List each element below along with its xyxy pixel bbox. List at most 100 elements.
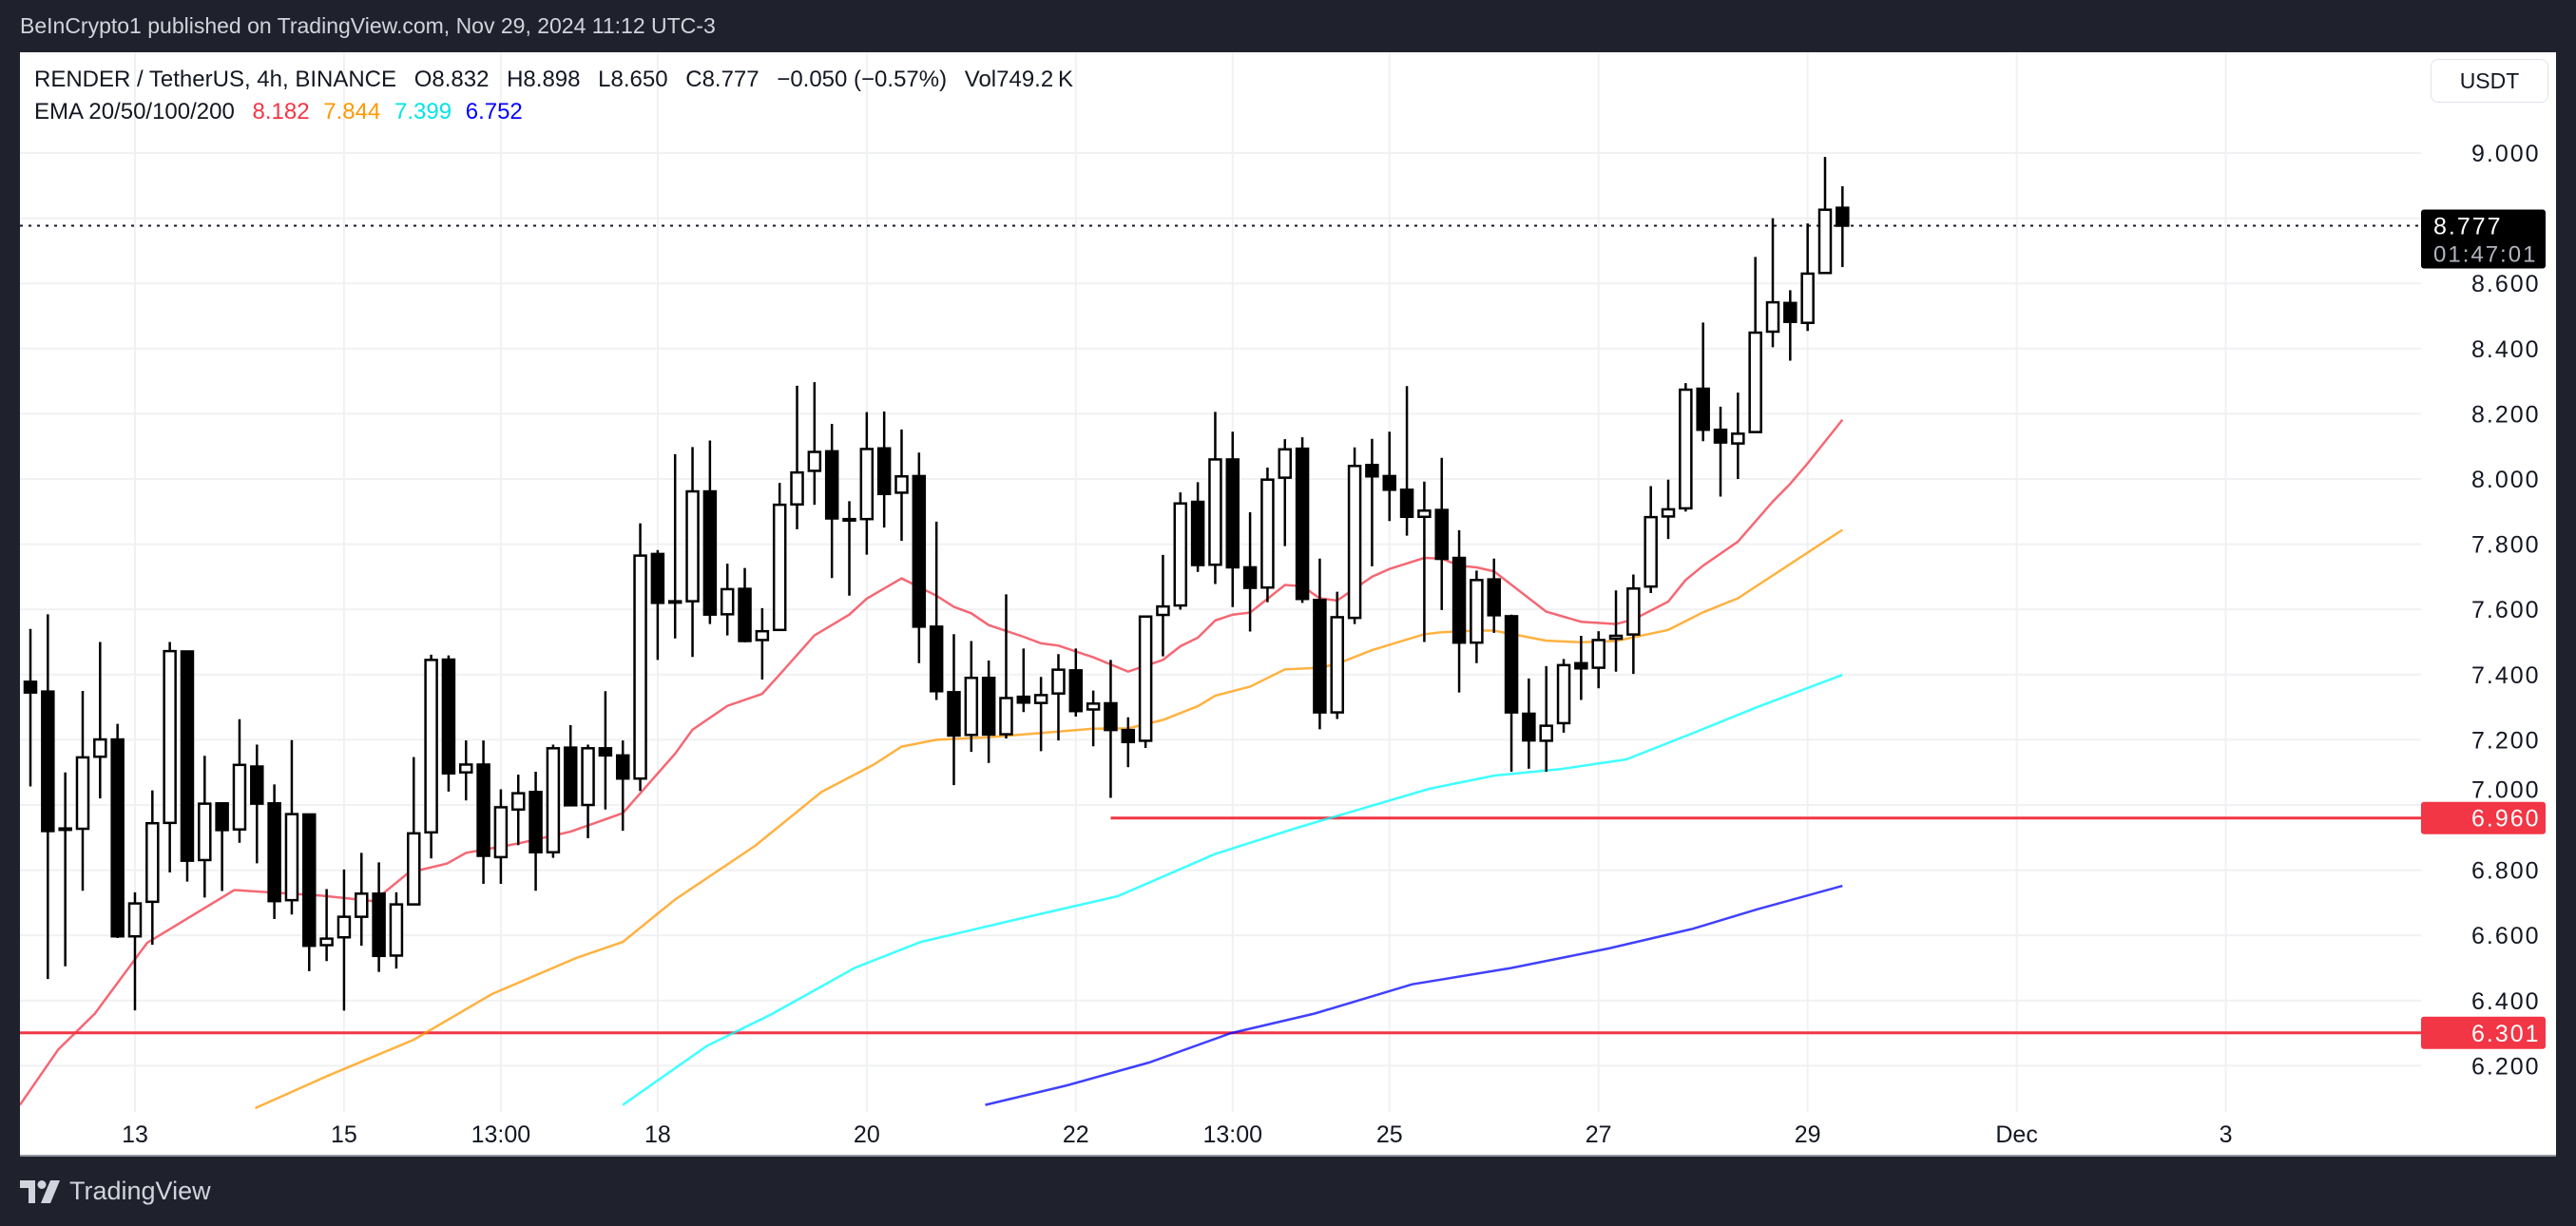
candle (1539, 665, 1553, 773)
symbol-label: RENDER / TetherUS, 4h, BINANCE (34, 67, 397, 92)
candle (1121, 717, 1136, 768)
candle-body-up (1156, 604, 1170, 617)
candle-body-down (250, 765, 264, 805)
candle-body-up (407, 832, 421, 906)
candle (720, 564, 735, 636)
candle (1033, 677, 1048, 752)
candle (842, 501, 856, 596)
candle (215, 802, 229, 891)
ema50-value: 7.844 (323, 99, 381, 125)
candle (1608, 590, 1624, 672)
candle-body-up (685, 489, 700, 603)
price-tick-label: 6.400 (2471, 988, 2541, 1015)
candle-body-up (894, 475, 909, 494)
candle-body-down (1242, 565, 1258, 589)
candle (981, 661, 996, 763)
open-value: O8.832 (413, 67, 490, 92)
ema-label: EMA 20/50/100/200 (34, 99, 235, 125)
candle (1365, 438, 1379, 566)
candle-body-down (1574, 661, 1588, 670)
ema200-value: 6.752 (465, 99, 523, 125)
currency-button[interactable]: USDT (2431, 59, 2548, 103)
candle (947, 634, 961, 786)
candle-body-down (1696, 387, 1710, 431)
candle-body-down (23, 680, 38, 694)
candle-body-up (755, 629, 770, 642)
candle (1679, 383, 1693, 512)
candle (790, 385, 804, 529)
footer-logo[interactable]: TradingView (20, 1177, 211, 1206)
volume-value: Vol749.2 K (964, 67, 1073, 92)
candle-body-down (110, 738, 125, 938)
legend-ema: EMA 20/50/100/200 8.182 7.844 7.399 6.75… (34, 99, 534, 125)
candle (1208, 412, 1222, 584)
time-tick-label: 27 (1586, 1121, 1612, 1148)
candle (1242, 511, 1258, 632)
candle-body-up (546, 747, 561, 853)
bar-countdown-label: 01:47:01 (2433, 241, 2537, 267)
candle-body-down (650, 552, 665, 604)
candle (598, 691, 613, 810)
candle-body-up (1051, 668, 1066, 695)
candle-body-up (232, 763, 247, 831)
candle-body-up (1086, 702, 1101, 711)
candle (738, 567, 752, 642)
candle (1434, 457, 1449, 610)
candle (1765, 218, 1780, 348)
candle-body-down (1399, 488, 1414, 519)
candle-body-up (1800, 272, 1815, 324)
candle (1190, 482, 1205, 572)
high-value: H8.898 (507, 67, 581, 92)
candle (510, 775, 526, 846)
candle (1731, 393, 1745, 479)
level-price-label: 6.960 (2471, 806, 2541, 833)
time-tick-label: 18 (644, 1121, 671, 1148)
candle-body-up (459, 763, 473, 774)
last-price-badge (2421, 209, 2546, 269)
candle (1417, 481, 1432, 642)
candle-body-up (1731, 432, 1745, 445)
candle (1330, 591, 1344, 719)
ema-line-ema200 (985, 884, 1843, 1106)
candle (1556, 659, 1571, 733)
time-tick-label: 15 (331, 1121, 357, 1148)
candle (1382, 431, 1396, 522)
candle (1487, 558, 1501, 633)
candle (424, 654, 438, 859)
candle (1504, 614, 1519, 773)
candle-body-down (1104, 701, 1118, 732)
candle (685, 447, 700, 658)
candle-body-up (842, 517, 856, 522)
candle-body-down (598, 747, 613, 757)
price-tick-label: 7.400 (2471, 662, 2541, 689)
candle-body-down (1365, 464, 1379, 478)
candle-body-up (75, 756, 90, 831)
time-axis: 13 15 13:00 18 20 22 13:00 25 27 29 Dec 3 (122, 1121, 2232, 1148)
candle (1173, 492, 1188, 610)
chart-panel[interactable] (20, 52, 2556, 1157)
candle-body-up (1173, 502, 1188, 607)
candle (964, 641, 979, 753)
candle (302, 813, 317, 971)
candle-body-up (1661, 508, 1676, 518)
candle (1016, 648, 1031, 713)
candle (267, 784, 281, 920)
candle-body-down (302, 813, 317, 948)
candle (41, 614, 55, 980)
ema100-value: 7.399 (394, 99, 452, 125)
candle-body-down (1487, 578, 1501, 617)
candle (93, 642, 107, 799)
tradingview-logo-text: TradingView (69, 1177, 211, 1205)
candle-body-down (1783, 301, 1797, 323)
candle-body-down (529, 791, 543, 853)
candle-body-up (1278, 448, 1293, 479)
candle-body-up (1208, 458, 1222, 566)
candle (476, 740, 490, 885)
candle (127, 891, 143, 1011)
candle (772, 483, 787, 632)
candle-body-up (336, 915, 352, 939)
candle (1696, 322, 1710, 442)
candle-body-up (1539, 724, 1553, 742)
price-tick-label: 8.400 (2471, 336, 2541, 363)
